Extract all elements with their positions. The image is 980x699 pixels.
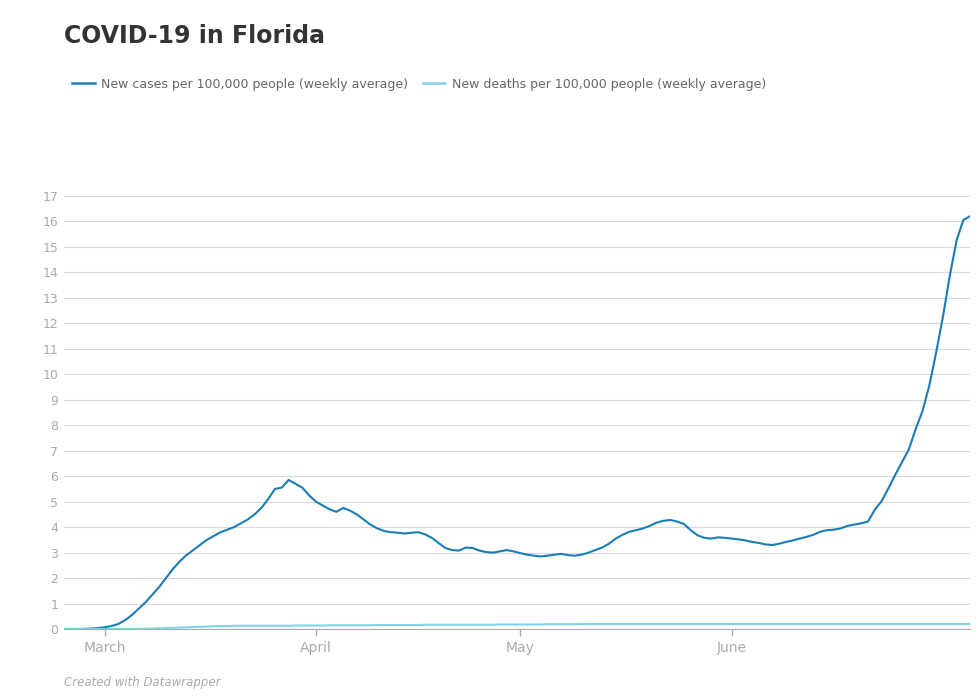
Text: Created with Datawrapper: Created with Datawrapper <box>64 675 220 689</box>
Legend: New cases per 100,000 people (weekly average), New deaths per 100,000 people (we: New cases per 100,000 people (weekly ave… <box>67 73 770 96</box>
Text: COVID-19 in Florida: COVID-19 in Florida <box>64 24 324 48</box>
